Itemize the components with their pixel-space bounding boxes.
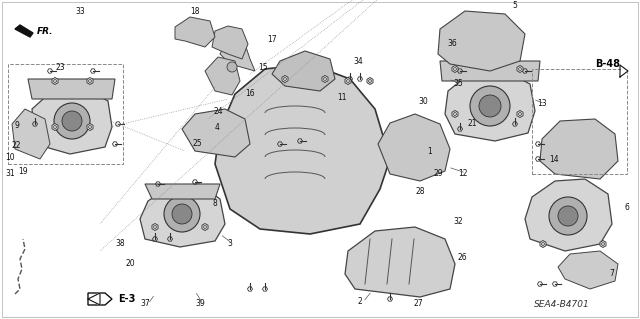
Polygon shape: [322, 76, 328, 83]
Polygon shape: [145, 184, 220, 199]
Polygon shape: [452, 110, 458, 117]
Text: 28: 28: [415, 187, 425, 196]
Polygon shape: [182, 109, 250, 157]
Polygon shape: [600, 241, 606, 248]
Polygon shape: [202, 224, 208, 231]
Text: 29: 29: [433, 169, 443, 179]
Circle shape: [470, 86, 510, 126]
Polygon shape: [140, 184, 225, 247]
FancyArrowPatch shape: [93, 297, 102, 301]
Text: 15: 15: [258, 63, 268, 71]
Polygon shape: [175, 17, 215, 47]
Text: 26: 26: [457, 253, 467, 262]
Text: 33: 33: [75, 6, 85, 16]
Polygon shape: [87, 78, 93, 85]
Text: 17: 17: [267, 34, 277, 43]
Polygon shape: [540, 241, 546, 248]
Polygon shape: [52, 78, 58, 85]
Text: 31: 31: [5, 169, 15, 179]
Text: 10: 10: [5, 152, 15, 161]
Text: 3: 3: [228, 240, 232, 249]
Polygon shape: [452, 65, 458, 72]
Polygon shape: [52, 123, 58, 130]
Text: 25: 25: [192, 139, 202, 149]
Text: 38: 38: [115, 240, 125, 249]
Polygon shape: [272, 51, 335, 91]
Text: 16: 16: [245, 90, 255, 99]
Polygon shape: [88, 293, 112, 305]
Polygon shape: [525, 179, 612, 251]
Polygon shape: [12, 109, 50, 159]
Polygon shape: [620, 65, 628, 77]
Polygon shape: [212, 26, 248, 59]
Polygon shape: [438, 11, 525, 71]
Polygon shape: [205, 57, 240, 95]
Polygon shape: [220, 41, 255, 71]
Text: 37: 37: [140, 300, 150, 308]
Text: 27: 27: [413, 300, 423, 308]
Circle shape: [549, 197, 587, 235]
Polygon shape: [558, 251, 618, 289]
Text: 5: 5: [513, 2, 517, 11]
Text: 11: 11: [337, 93, 347, 101]
Polygon shape: [345, 78, 351, 85]
Text: 18: 18: [190, 6, 200, 16]
Circle shape: [558, 206, 578, 226]
Circle shape: [54, 103, 90, 139]
Text: SEA4-B4701: SEA4-B4701: [534, 300, 590, 309]
Text: B-48: B-48: [595, 59, 621, 69]
Text: 19: 19: [18, 167, 28, 175]
Text: 12: 12: [458, 168, 468, 177]
Polygon shape: [28, 79, 115, 99]
Text: 35: 35: [453, 79, 463, 88]
Polygon shape: [440, 61, 540, 81]
Text: E-3: E-3: [118, 294, 136, 304]
Polygon shape: [282, 76, 288, 83]
Text: 14: 14: [549, 154, 559, 164]
Text: 24: 24: [213, 107, 223, 115]
Text: 13: 13: [537, 100, 547, 108]
Polygon shape: [445, 71, 535, 141]
Polygon shape: [32, 89, 112, 154]
Circle shape: [172, 204, 192, 224]
Polygon shape: [152, 224, 158, 231]
Polygon shape: [517, 65, 523, 72]
Text: 9: 9: [15, 122, 19, 130]
Text: 7: 7: [609, 269, 614, 278]
Text: 39: 39: [195, 300, 205, 308]
Circle shape: [479, 95, 501, 117]
Text: 8: 8: [212, 198, 218, 207]
Text: 32: 32: [453, 217, 463, 226]
Text: 36: 36: [447, 40, 457, 48]
Polygon shape: [378, 114, 450, 181]
Polygon shape: [517, 110, 523, 117]
Polygon shape: [367, 78, 373, 85]
Text: 6: 6: [625, 203, 629, 211]
Text: 23: 23: [55, 63, 65, 71]
Polygon shape: [87, 123, 93, 130]
Text: 21: 21: [467, 120, 477, 129]
Polygon shape: [88, 293, 100, 305]
Text: 22: 22: [12, 142, 20, 151]
Polygon shape: [15, 25, 33, 37]
Text: FR.: FR.: [37, 26, 54, 35]
Circle shape: [164, 196, 200, 232]
Text: 20: 20: [125, 259, 135, 269]
Polygon shape: [345, 227, 455, 297]
Text: 34: 34: [353, 56, 363, 65]
Circle shape: [227, 62, 237, 72]
Polygon shape: [540, 119, 618, 179]
Text: 1: 1: [428, 146, 433, 155]
Text: 2: 2: [358, 298, 362, 307]
Circle shape: [62, 111, 82, 131]
Polygon shape: [215, 64, 390, 234]
Text: 30: 30: [418, 97, 428, 106]
Text: 4: 4: [214, 122, 220, 131]
